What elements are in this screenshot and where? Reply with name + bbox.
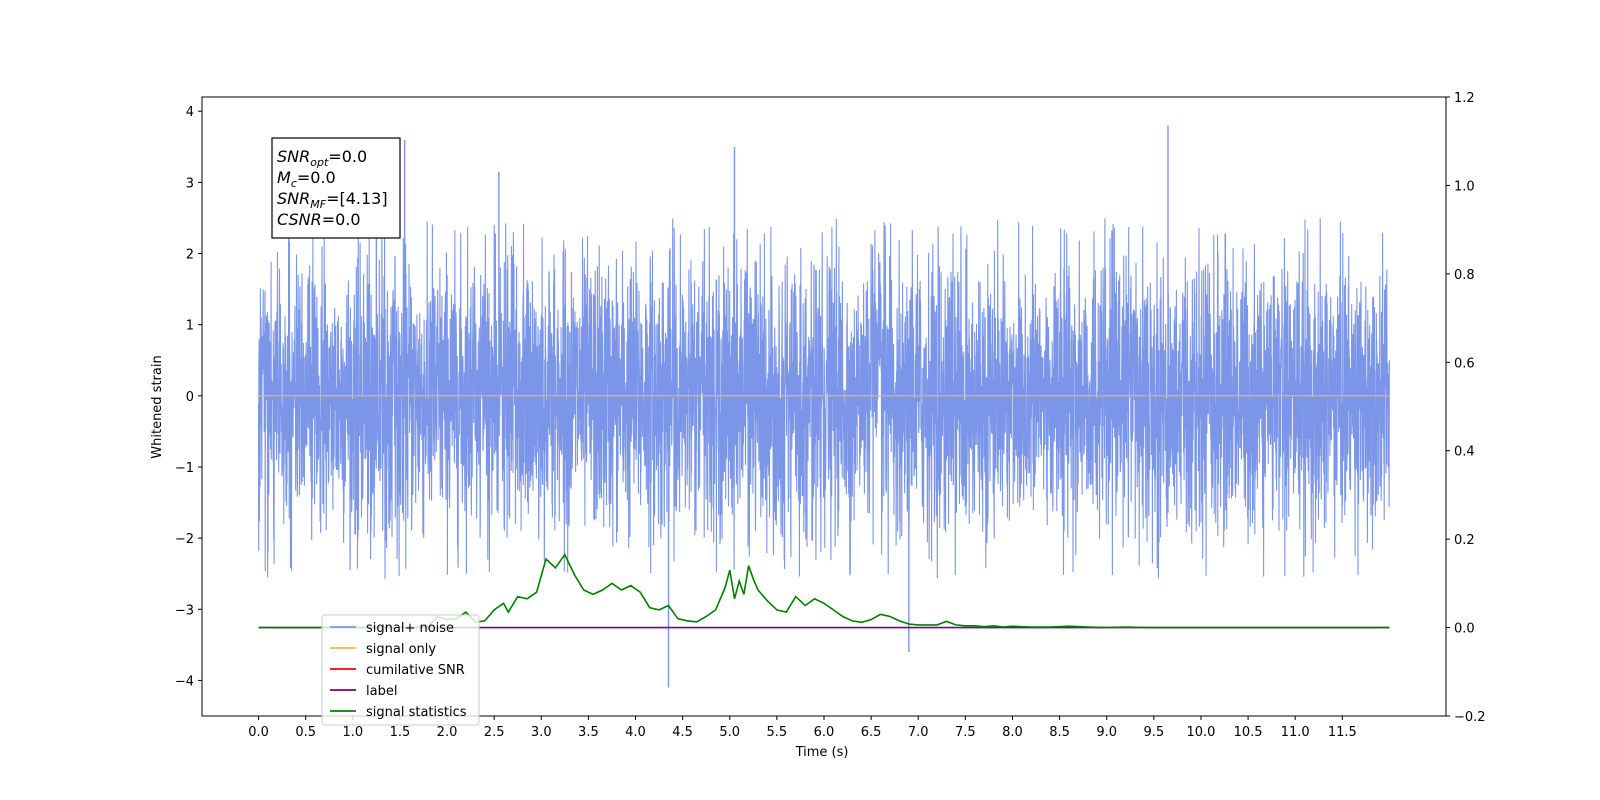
y2-tick-label: 0.2 <box>1454 533 1475 548</box>
x-tick-label: 6.5 <box>861 725 882 740</box>
x-tick-label: 11.5 <box>1328 725 1357 740</box>
annotation-line: SNRopt=0.0 <box>277 147 367 169</box>
x-tick-label: 5.5 <box>767 725 788 740</box>
y2-tick-label: 1.2 <box>1454 91 1475 106</box>
y2-tick-label: −0.2 <box>1454 710 1486 725</box>
y-axis-left: 4 3 2 1 0 −1 −2 −3 −4 <box>175 105 202 689</box>
x-tick-label: 0.0 <box>248 725 269 740</box>
y2-tick-label: 1.0 <box>1454 179 1475 194</box>
y-tick-label: 1 <box>186 319 194 334</box>
y2-tick-label: 0.6 <box>1454 356 1475 371</box>
x-axis-label: Time (s) <box>795 745 849 760</box>
x-tick-label: 10.0 <box>1186 725 1215 740</box>
x-tick-label: 10.5 <box>1234 725 1263 740</box>
y-tick-label: 3 <box>186 176 194 191</box>
x-tick-label: 8.0 <box>1002 725 1023 740</box>
legend-label: label <box>366 684 397 699</box>
x-tick-label: 1.5 <box>390 725 411 740</box>
x-tick-label: 4.0 <box>625 725 646 740</box>
y2-tick-label: 0.8 <box>1454 268 1475 283</box>
x-tick-label: 1.0 <box>342 725 363 740</box>
x-tick-label: 3.0 <box>531 725 552 740</box>
legend-frame <box>321 614 480 726</box>
y-tick-label: −4 <box>175 674 194 689</box>
plot-area <box>257 125 1391 688</box>
x-tick-label: 7.5 <box>955 725 976 740</box>
legend-label: signal only <box>366 642 436 657</box>
y-tick-label: −1 <box>175 461 194 476</box>
y-tick-label: −2 <box>175 532 194 547</box>
y-tick-label: −3 <box>175 603 194 618</box>
x-tick-label: 9.5 <box>1144 725 1165 740</box>
x-tick-label: 4.5 <box>672 725 693 740</box>
annotation-line: SNRMF=[4.13] <box>277 189 388 211</box>
y2-tick-label: 0.0 <box>1454 622 1475 637</box>
legend: signal+ noise signal only cumilative SNR la… <box>321 614 480 726</box>
x-tick-label: 7.0 <box>908 725 929 740</box>
y-tick-label: 2 <box>186 248 194 263</box>
legend-label: signal statistics <box>366 705 467 720</box>
y-tick-label: 0 <box>186 390 194 405</box>
y-axis-right: 1.2 1.0 0.8 0.6 0.4 0.2 0.0 −0.2 <box>1446 91 1486 725</box>
x-tick-label: 2.0 <box>437 725 458 740</box>
x-tick-label: 2.5 <box>484 725 505 740</box>
y-axis-label: Whitened strain <box>150 355 165 458</box>
annotation-line: Mc=0.0 <box>277 168 336 190</box>
series-line-signal-noise <box>257 218 1391 580</box>
x-tick-label: 11.0 <box>1281 725 1310 740</box>
y2-tick-label: 0.4 <box>1454 445 1475 460</box>
series-line-signal-statistics <box>258 553 1390 629</box>
annotation-frame <box>271 137 401 239</box>
annotation-line: CSNR=0.0 <box>277 210 361 229</box>
legend-label: cumilative SNR <box>366 663 465 678</box>
x-tick-label: 5.0 <box>719 725 740 740</box>
x-tick-label: 6.0 <box>814 725 835 740</box>
x-tick-label: 0.5 <box>295 725 316 740</box>
x-tick-label: 8.5 <box>1049 725 1070 740</box>
y-tick-label: 4 <box>186 105 194 120</box>
x-axis: 0.0 0.5 1.0 1.5 2.0 2.5 3.0 3.5 4.0 4.5 5.0 5.5 6.0 6… <box>248 716 1357 740</box>
x-tick-label: 3.5 <box>578 725 599 740</box>
legend-label: signal+ noise <box>366 621 454 636</box>
x-tick-label: 9.0 <box>1096 725 1117 740</box>
